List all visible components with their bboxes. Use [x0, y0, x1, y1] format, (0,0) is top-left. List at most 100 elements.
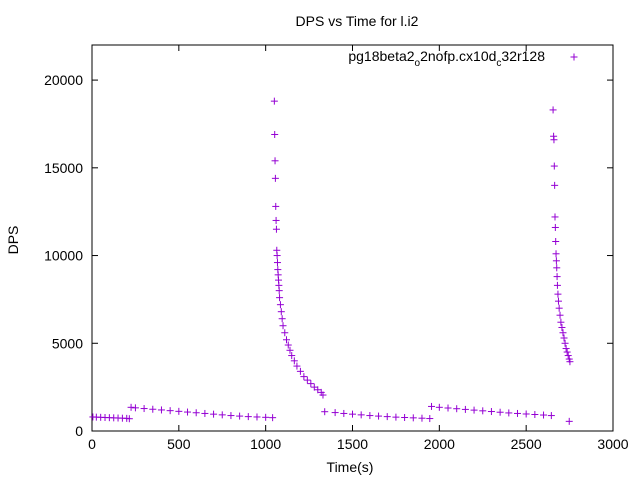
x-tick-label: 500: [167, 436, 191, 452]
data-point: [270, 97, 278, 105]
data-point: [277, 308, 285, 316]
data-point: [551, 181, 559, 189]
data-point: [253, 413, 261, 421]
data-point: [555, 304, 563, 312]
data-point: [557, 318, 565, 326]
data-point: [560, 334, 568, 342]
data-point: [262, 413, 270, 421]
plot-area-frame: [91, 44, 614, 432]
data-point: [553, 273, 561, 281]
legend-label: pg18beta2o2nofp.cx10dc32r128: [348, 48, 545, 69]
data-point: [401, 413, 409, 421]
data-point: [357, 411, 365, 419]
y-tick-label: 15000: [44, 160, 83, 176]
data-point: [272, 225, 280, 233]
data-point: [496, 408, 504, 416]
data-point: [283, 336, 291, 344]
data-point: [303, 376, 311, 384]
legend-marker: [570, 53, 578, 61]
data-point: [565, 417, 573, 425]
data-point: [556, 311, 564, 319]
data-point: [278, 315, 286, 323]
y-axis-ticks: 0 5000 10000 15000 20000: [44, 72, 613, 439]
chart-title: DPS vs Time for l.i2: [296, 13, 419, 29]
data-point: [550, 162, 558, 170]
data-point: [125, 415, 133, 423]
data-point: [563, 348, 571, 356]
data-point: [559, 329, 567, 337]
data-point: [271, 157, 279, 165]
data-point: [184, 408, 192, 416]
x-tick-label: 2000: [424, 436, 455, 452]
data-point: [244, 413, 252, 421]
data-point: [269, 414, 277, 422]
data-point: [157, 406, 165, 414]
data-point: [554, 297, 562, 305]
legend-marker-symbol: [570, 53, 578, 61]
data-point: [453, 405, 461, 413]
data-point: [375, 412, 383, 420]
data-point: [561, 339, 569, 347]
y-tick-label: 20000: [44, 72, 83, 88]
data-point: [210, 410, 218, 418]
x-tick-label: 1000: [250, 436, 281, 452]
data-point: [140, 405, 148, 413]
data-point: [127, 403, 135, 411]
data-point: [553, 281, 561, 289]
data-point: [300, 373, 308, 381]
data-point: [273, 259, 281, 267]
data-point: [271, 174, 279, 182]
data-point: [409, 414, 417, 422]
data-point: [284, 341, 292, 349]
data-point: [290, 357, 298, 365]
data-point: [426, 415, 434, 423]
data-point: [149, 405, 157, 413]
data-point: [552, 250, 560, 258]
data-point: [531, 411, 539, 419]
data-point: [551, 213, 559, 221]
data-point: [271, 130, 279, 138]
data-point: [273, 252, 281, 260]
x-axis-ticks: 0 500 1000 1500 2000 2500 3000: [88, 45, 629, 452]
data-point: [319, 391, 327, 399]
data-point: [562, 345, 570, 353]
data-point: [272, 202, 280, 210]
y-tick-label: 10000: [44, 248, 83, 264]
data-point: [236, 412, 244, 420]
x-tick-label: 3000: [597, 436, 628, 452]
data-point: [487, 408, 495, 416]
data-point: [279, 322, 287, 330]
data-point: [272, 216, 280, 224]
data-point: [349, 410, 356, 418]
data-point: [522, 410, 530, 418]
data-point: [551, 223, 559, 231]
data-point: [553, 264, 561, 272]
data-point: [276, 294, 284, 302]
data-point: [444, 404, 452, 412]
data-point: [192, 409, 200, 417]
data-point: [564, 352, 572, 360]
data-point: [428, 402, 436, 410]
data-point: [175, 407, 183, 415]
x-tick-label: 0: [88, 436, 96, 452]
x-tick-label: 1500: [337, 436, 368, 452]
data-point: [461, 405, 469, 413]
data-point: [293, 362, 301, 370]
data-point: [218, 411, 226, 419]
data-point: [383, 413, 391, 421]
data-point: [552, 257, 560, 265]
data-point: [321, 408, 329, 416]
data-point: [479, 407, 487, 415]
x-tick-label: 2500: [511, 436, 542, 452]
data-point: [513, 409, 521, 417]
data-point: [227, 412, 235, 420]
data-point: [288, 352, 296, 360]
data-point: [470, 406, 478, 414]
data-point: [418, 414, 426, 422]
data-point: [296, 367, 304, 375]
data-point: [392, 413, 400, 421]
data-point: [275, 287, 283, 295]
data-point: [550, 136, 558, 144]
data-point: [549, 106, 557, 114]
